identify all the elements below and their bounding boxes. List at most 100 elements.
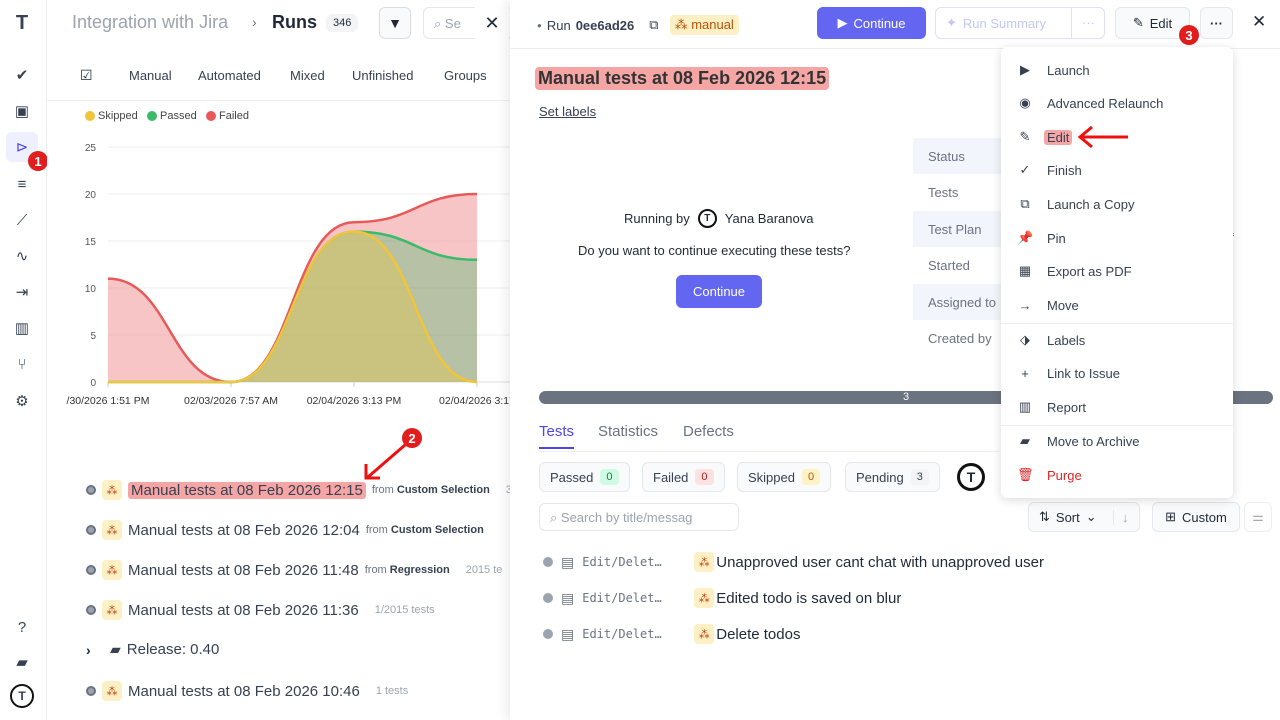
- x-tick-label: 02/04/2026 3:13 PM: [307, 395, 402, 407]
- menu-item-link-to-issue[interactable]: + Link to Issue: [1001, 356, 1233, 390]
- test-row[interactable]: ▤ Edit/Delet… ⁂ Delete todos: [543, 624, 800, 644]
- menu-item-label: Report: [1047, 399, 1087, 415]
- chip-passed[interactable]: Passed 0: [539, 462, 630, 492]
- logo-icon[interactable]: T: [957, 463, 985, 491]
- analytics-icon[interactable]: ▥: [14, 320, 30, 337]
- run-title[interactable]: Manual tests at 08 Feb 2026 12:15: [535, 67, 830, 90]
- test-row[interactable]: ▤ Edit/Delet… ⁂ Edited todo is saved on blu…: [543, 588, 901, 608]
- menu-item-launch[interactable]: ▶ Launch: [1001, 53, 1233, 87]
- menu-item-move[interactable]: → Move: [1001, 288, 1233, 322]
- chip-pending[interactable]: Pending 3: [845, 462, 940, 492]
- select-icon[interactable]: ☑: [80, 67, 93, 83]
- close-icon[interactable]: ✕: [1252, 12, 1267, 31]
- menu-item-label: Pin: [1047, 230, 1066, 246]
- sort-button[interactable]: ⇅ Sort ⌄ ↓: [1028, 502, 1140, 532]
- test-row[interactable]: ▤ Edit/Delet… ⁂ Unapproved user cant chat w…: [543, 552, 1044, 572]
- run-item[interactable]: ⁂ Manual tests at 08 Feb 2026 12:04 from C…: [86, 520, 484, 540]
- close-icon[interactable]: ✕: [475, 6, 509, 40]
- check-icon[interactable]: ✔: [15, 67, 29, 84]
- folder-item[interactable]: › ▰ Release: 0.40: [86, 641, 219, 658]
- tab-tests[interactable]: Tests: [539, 423, 575, 449]
- branches-icon[interactable]: ⑂: [17, 355, 27, 373]
- chip-skipped[interactable]: Skipped 0: [737, 462, 832, 492]
- breadcrumb-parent[interactable]: Integration with Jira: [72, 12, 229, 32]
- edit-label: Edit: [1149, 15, 1173, 31]
- avatar[interactable]: T: [10, 684, 34, 708]
- menu-item-label: Edit: [1044, 129, 1073, 145]
- custom-view-button[interactable]: ⊞ Custom: [1152, 502, 1240, 532]
- import-icon[interactable]: ⇥: [15, 284, 29, 301]
- list-icon[interactable]: ≡: [17, 175, 27, 193]
- chip-failed[interactable]: Failed 0: [642, 462, 725, 492]
- y-tick-label: 25: [85, 143, 97, 154]
- filter-manual[interactable]: Manual: [129, 68, 172, 83]
- run-item[interactable]: ⁂ Manual tests at 08 Feb 2026 11:36 1/2015…: [86, 600, 435, 620]
- search-icon: ⌕: [434, 16, 445, 31]
- help-icon[interactable]: ?: [17, 618, 27, 636]
- summary-more-icon[interactable]: ···: [1071, 8, 1105, 38]
- menu-item-pin[interactable]: 📌 Pin: [1001, 221, 1233, 255]
- y-tick-label: 10: [85, 284, 97, 295]
- menu-item-report[interactable]: ▥ Report: [1001, 390, 1233, 424]
- set-labels-link[interactable]: Set labels: [539, 104, 597, 119]
- menu-item-move-to-archive[interactable]: ▰ Move to Archive: [1001, 424, 1233, 458]
- manual-icon: ⁂: [102, 600, 122, 620]
- run-item[interactable]: ⁂ Manual tests at 08 Feb 2026 11:48 from R…: [86, 560, 502, 580]
- tab-statistics[interactable]: Statistics: [598, 423, 659, 440]
- settings-sliders-icon[interactable]: ⚌: [1244, 502, 1272, 532]
- run-id-value: 0ee6ad26: [575, 17, 635, 33]
- steps-icon[interactable]: ⟋: [16, 211, 28, 229]
- runs-icon[interactable]: ⊳: [6, 132, 38, 162]
- filter-automated[interactable]: Automated: [198, 68, 261, 83]
- menu-item-launch-a-copy[interactable]: ⧉ Launch a Copy: [1001, 187, 1233, 221]
- filter-unfinished[interactable]: Unfinished: [352, 68, 414, 83]
- play-icon: ▶: [1020, 62, 1030, 77]
- menu-item-advanced-relaunch[interactable]: ◉ Advanced Relaunch: [1001, 86, 1233, 120]
- continue-button[interactable]: ▶ Continue: [817, 7, 926, 39]
- run-tests-count: 3: [505, 484, 512, 496]
- run-item[interactable]: ⁂ Manual tests at 08 Feb 2026 12:15 from C…: [86, 480, 512, 500]
- legend-skipped[interactable]: Skipped: [85, 110, 138, 122]
- menu-item-finish[interactable]: ✓ Finish: [1001, 153, 1233, 187]
- logo-icon[interactable]: T: [15, 11, 29, 34]
- edit-button[interactable]: ✎ Edit: [1115, 7, 1190, 39]
- briefcase-icon[interactable]: ▣: [14, 103, 30, 120]
- check-icon: ✓: [1019, 162, 1031, 177]
- continue-button-secondary[interactable]: Continue: [676, 275, 762, 308]
- tag-icon: ⬗: [1020, 332, 1030, 347]
- menu-item-export-as-pdf[interactable]: ▦ Export as PDF: [1001, 254, 1233, 288]
- chip-count: 3: [910, 469, 929, 485]
- menu-item-labels[interactable]: ⬗ Labels: [1001, 323, 1233, 357]
- chip-label: Passed: [550, 469, 594, 485]
- filter-groups[interactable]: Groups: [444, 68, 487, 83]
- copy-icon[interactable]: ⧉: [649, 17, 659, 32]
- chevron-right-icon[interactable]: ›: [86, 641, 91, 658]
- legend-passed[interactable]: Passed: [147, 110, 197, 122]
- filter-button[interactable]: ▼: [379, 7, 411, 39]
- menu-item-label: Advanced Relaunch: [1047, 95, 1164, 111]
- run-title: Manual tests at 08 Feb 2026 10:46: [128, 682, 360, 700]
- pin-icon: 📌: [1017, 230, 1034, 245]
- sort-direction-icon[interactable]: ↓: [1113, 509, 1129, 525]
- manual-icon: ⁂: [102, 480, 122, 500]
- divider: [1001, 425, 1233, 426]
- test-title: Delete todos: [716, 625, 801, 643]
- run-item[interactable]: ⁂ Manual tests at 08 Feb 2026 10:46 1 test…: [86, 681, 408, 701]
- legend-failed[interactable]: Failed: [206, 110, 249, 122]
- test-search-input[interactable]: ⌕ Search by title/messag: [539, 503, 739, 531]
- settings-icon[interactable]: ⚙: [15, 393, 29, 410]
- running-by-label: Running by: [624, 211, 690, 226]
- filter-mixed[interactable]: Mixed: [290, 68, 325, 83]
- from-label: from: [365, 524, 391, 536]
- folder-icon[interactable]: ▰: [16, 654, 28, 671]
- menu-item-edit[interactable]: ✎ Edit: [1001, 120, 1233, 154]
- more-button[interactable]: ···: [1200, 7, 1233, 39]
- clipboard-icon: ▤: [561, 625, 575, 642]
- run-title: Manual tests at 08 Feb 2026 12:04: [128, 521, 360, 539]
- run-summary-button[interactable]: ✦ Run Summary ···: [935, 7, 1105, 39]
- menu-item-purge[interactable]: 🗑 Purge: [1001, 458, 1233, 492]
- chip-count: 0: [801, 469, 821, 485]
- pulse-icon[interactable]: ∿: [15, 248, 29, 265]
- clipboard-icon: ▤: [561, 553, 575, 570]
- tab-defects[interactable]: Defects: [683, 423, 734, 440]
